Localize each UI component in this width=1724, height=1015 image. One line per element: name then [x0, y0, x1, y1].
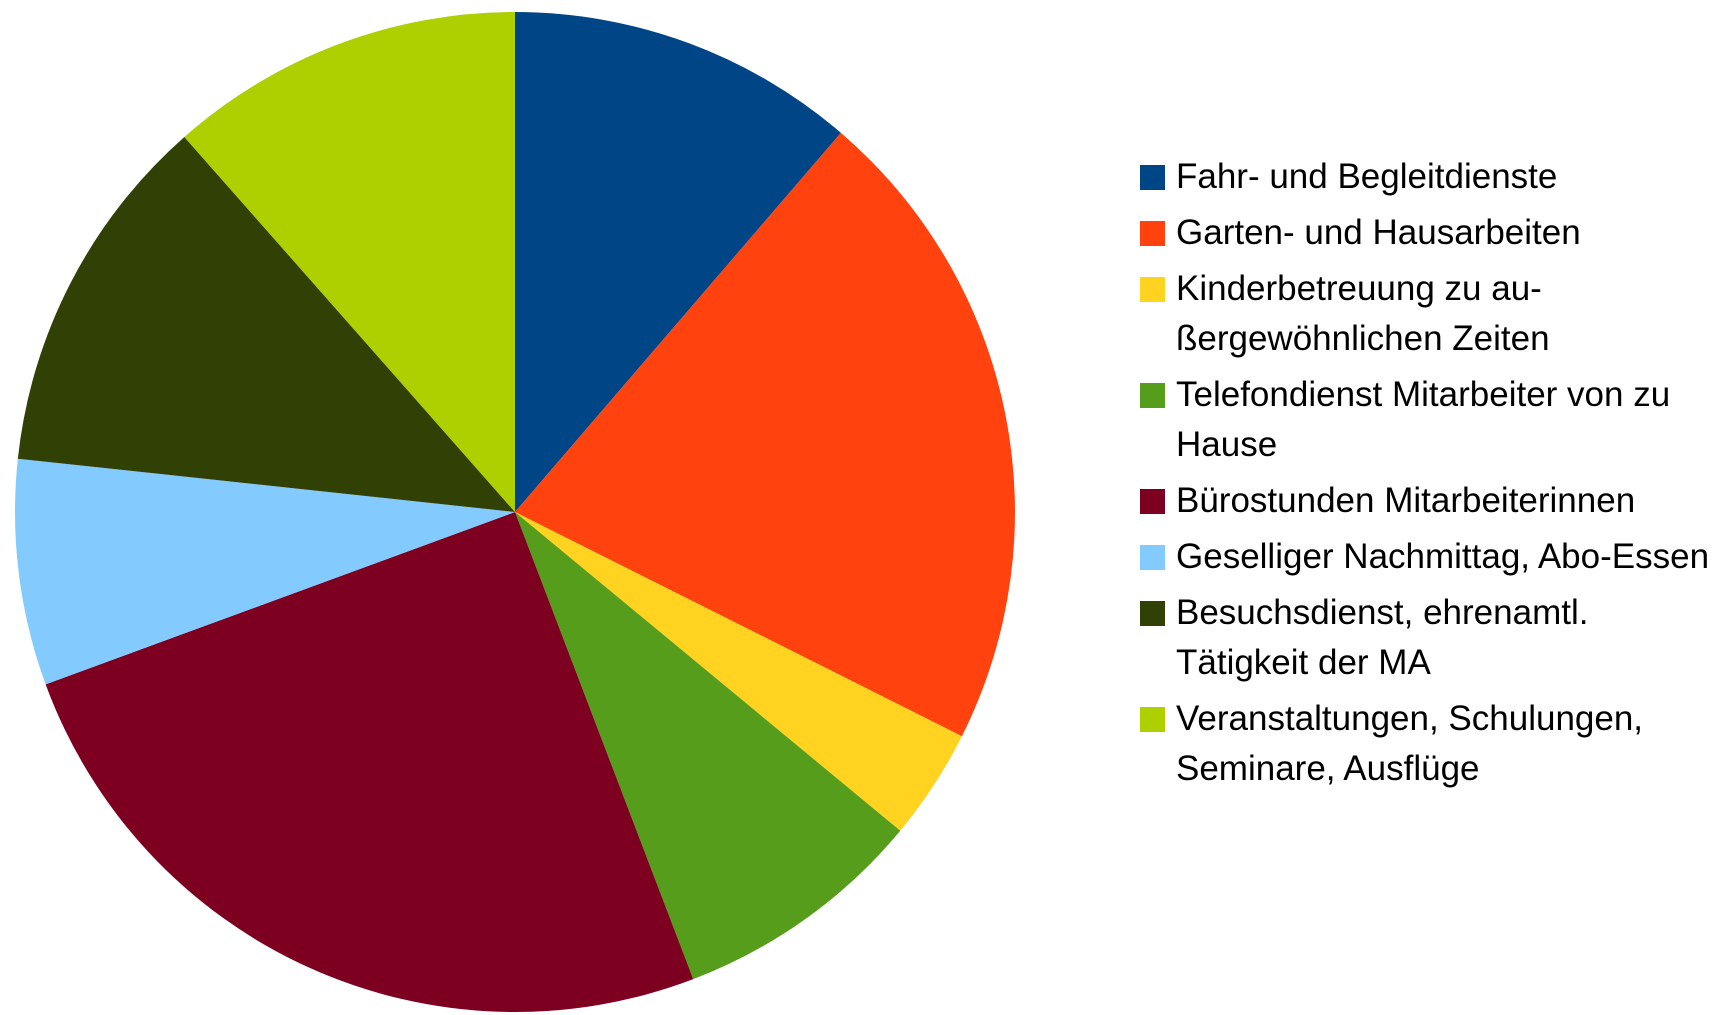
legend-entry: Kinderbetreuung zu au­ßergewöhnlichen Ze… — [1140, 264, 1724, 364]
pie-area — [15, 12, 1015, 1013]
pie-slice — [515, 12, 841, 512]
pie-slice — [15, 458, 516, 685]
legend-entry: Garten- und Hausarbeiten — [1140, 208, 1724, 258]
legend-swatch — [1140, 383, 1165, 408]
legend-swatch — [1140, 707, 1165, 732]
legend-label: Telefondienst Mitarbeiter von zu Hause — [1176, 375, 1671, 464]
legend-entry: Fahr- und Begleitdienste — [1140, 152, 1724, 202]
legend-swatch — [1140, 489, 1165, 514]
legend-entry: Bürostunden Mitarbeite­rinnen — [1140, 476, 1724, 526]
legend-label: Garten- und Hausarbeiten — [1176, 213, 1581, 252]
pie-slice — [45, 512, 694, 1013]
legend-swatch — [1140, 277, 1165, 302]
legend-swatch — [1140, 221, 1165, 246]
legend-label: Besuchsdienst, ehrenamtl. Tätigkeit der … — [1176, 593, 1589, 682]
legend-entry: Veranstaltungen, Schulungen, Seminare, A… — [1140, 694, 1724, 794]
legend-label: Kinderbetreuung zu au­ßergewöhnlichen Ze… — [1176, 269, 1550, 358]
legend: Fahr- und Begleitdienste Garten- und Haus… — [1140, 152, 1724, 800]
legend-entry: Besuchsdienst, ehrenamtl. Tätigkeit der … — [1140, 588, 1724, 688]
legend-label: Bürostunden Mitarbeite­rinnen — [1176, 481, 1636, 520]
pie-slice — [17, 136, 515, 512]
legend-swatch — [1140, 165, 1165, 190]
legend-swatch — [1140, 545, 1165, 570]
legend-swatch — [1140, 601, 1165, 626]
pie-slice — [184, 12, 516, 512]
legend-label: Veranstaltungen, Schulungen, Seminare, A… — [1176, 699, 1644, 788]
legend-entry: Telefondienst Mitarbeiter von zu Hause — [1140, 370, 1724, 470]
pie-slice — [515, 512, 962, 831]
legend-entry: Geselliger Nachmittag, Abo-Essen — [1140, 532, 1724, 582]
legend-label: Fahr- und Begleitdienste — [1176, 157, 1558, 196]
pie-slice — [515, 512, 901, 980]
legend-label: Geselliger Nachmittag, Abo-Essen — [1176, 537, 1710, 576]
pie-slice — [515, 132, 1015, 737]
